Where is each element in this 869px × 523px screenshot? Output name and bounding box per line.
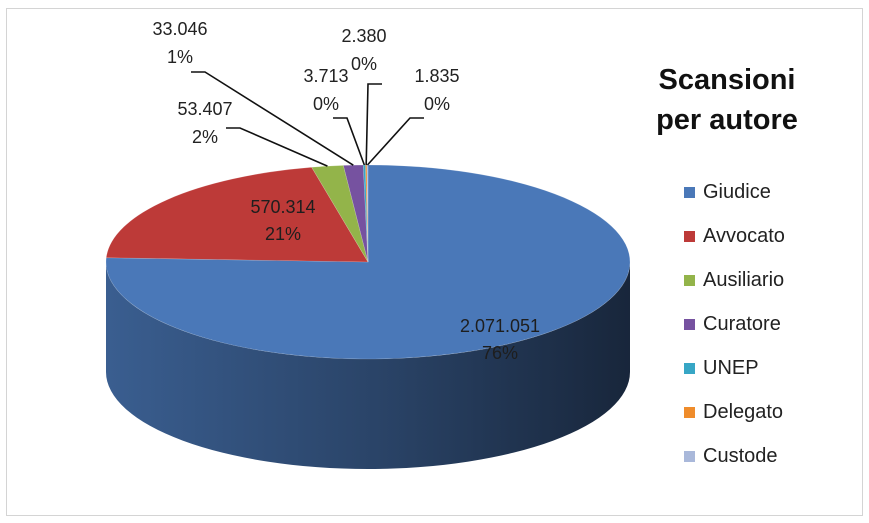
legend-swatch <box>684 406 695 418</box>
legend-label: Giudice <box>703 180 771 203</box>
leader-line-unep <box>333 117 366 166</box>
legend-label: Delegato <box>703 400 784 423</box>
pie-top <box>105 164 631 360</box>
pie-slice-avvocato <box>105 166 369 263</box>
data-label-value: 2.380 <box>341 26 386 46</box>
chart-title: Scansioni per autore <box>612 60 842 140</box>
legend-swatch <box>684 450 695 462</box>
chart-title-line-2: per autore <box>656 104 798 136</box>
pie-slice-giudice <box>105 164 631 360</box>
legend-item-curatore: Curatore <box>684 302 785 346</box>
data-label-value: 1.835 <box>414 66 459 86</box>
data-label-percent: 0% <box>351 54 377 74</box>
data-label-value: 53.407 <box>177 99 232 119</box>
data-labels: 2.071.051 76% 570.314 21% 53.407 2% 33.046 1% 3.… <box>152 19 540 363</box>
legend-item-ausiliario: Ausiliario <box>684 258 785 302</box>
legend-label: UNEP <box>703 356 759 379</box>
legend-item-giudice: Giudice <box>684 170 785 214</box>
legend-swatch <box>684 230 695 242</box>
data-label-percent: 0% <box>424 94 450 114</box>
legend: Giudice Avvocato Ausiliario Curatore UNE… <box>684 170 785 478</box>
pie-slice-curatore <box>342 164 369 263</box>
data-label-percent: 1% <box>167 47 193 67</box>
legend-label: Curatore <box>703 312 781 335</box>
data-label-value: 2.071.051 <box>460 316 540 336</box>
data-label-value: 3.713 <box>303 66 348 86</box>
legend-swatch <box>684 318 695 330</box>
pie-side-giudice <box>106 262 630 469</box>
pie-side <box>106 262 630 469</box>
leader-line-ausiliario <box>226 127 328 167</box>
legend-swatch <box>684 362 695 374</box>
leader-line-delegato <box>365 83 382 166</box>
legend-item-avvocato: Avvocato <box>684 214 785 258</box>
legend-item-custode: Custode <box>684 434 785 478</box>
legend-label: Custode <box>703 444 778 467</box>
data-label-value: 570.314 <box>250 197 315 217</box>
leader-lines <box>191 71 424 167</box>
legend-label: Ausiliario <box>703 268 785 291</box>
data-label-percent: 0% <box>313 94 339 114</box>
legend-item-unep: UNEP <box>684 346 785 390</box>
data-label-value: 33.046 <box>152 19 207 39</box>
legend-item-delegato: Delegato <box>684 390 785 434</box>
data-label-percent: 21% <box>265 224 301 244</box>
legend-swatch <box>684 274 695 286</box>
legend-label: Avvocato <box>703 224 785 247</box>
chart-title-line-1: Scansioni <box>658 64 796 96</box>
data-label-percent: 2% <box>192 127 218 147</box>
data-label-percent: 76% <box>482 343 518 363</box>
leader-line-custode <box>366 117 424 166</box>
legend-swatch <box>684 186 695 198</box>
leader-line-curatore <box>191 71 354 166</box>
pie-slice-unep <box>362 164 369 263</box>
